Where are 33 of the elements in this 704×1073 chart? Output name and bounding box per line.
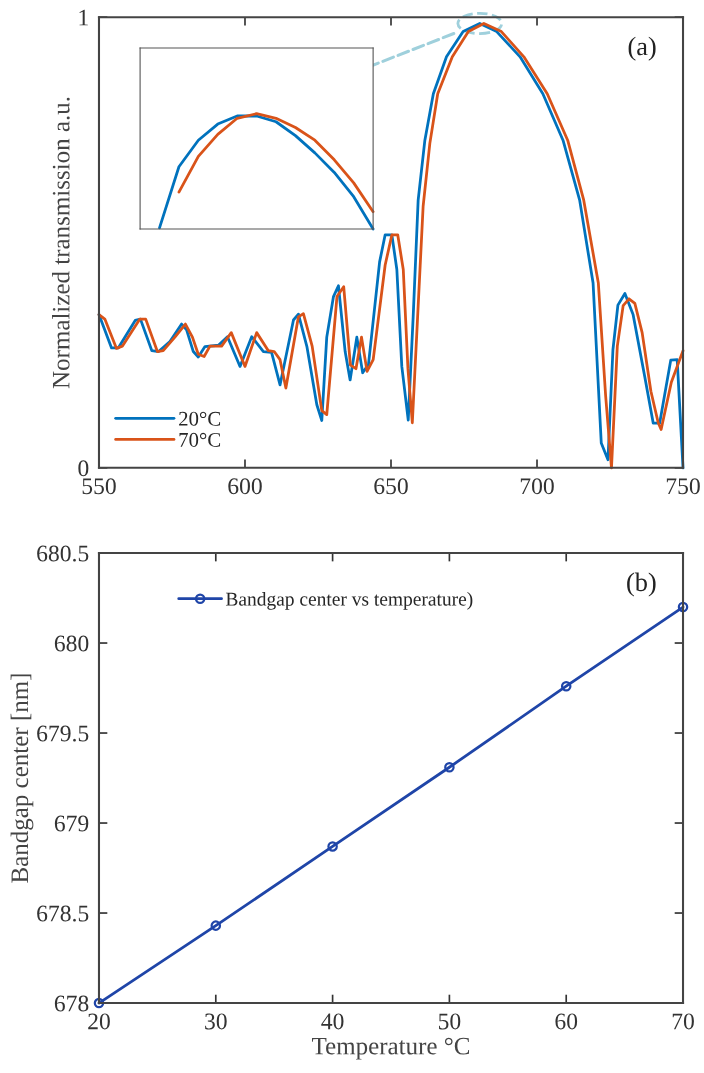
legend-label: 70°C (179, 432, 221, 447)
x-tick-label: 750 (666, 478, 700, 495)
x-tick-label: 40 (321, 1013, 344, 1030)
annotation: (b) (627, 572, 656, 597)
x-tick-label: 600 (228, 478, 262, 495)
legend-label: 20°C (179, 411, 221, 426)
y-tick-label: 1 (79, 9, 88, 26)
legend-label: Bandgap center vs temperature) (225, 592, 473, 610)
point (93, 997, 105, 1009)
point (327, 841, 338, 852)
y-tick-label: 0 (78, 460, 89, 477)
x-tick-label: 60 (555, 1013, 578, 1030)
point (560, 680, 572, 692)
x-tick-label: 70 (672, 1013, 694, 1030)
x-tick-label: 700 (520, 478, 554, 495)
x-tick-label: 30 (205, 1013, 227, 1030)
x-axis-title: Temperature °C (312, 1037, 470, 1060)
y-tick-label: 678 (54, 995, 89, 1012)
x-tick-label: 50 (438, 1013, 461, 1030)
x-tick-label: 650 (374, 478, 408, 495)
point (677, 601, 689, 613)
y-tick-label: 679.5 (37, 725, 89, 742)
x-tick-label: 550 (82, 478, 116, 495)
point (210, 920, 222, 931)
annotation: (a) (628, 36, 656, 61)
y-axis-title: Bandgap center [nm] (10, 674, 34, 883)
y-axis-title: Normalized transmission a.u. (52, 97, 70, 389)
x-tick-label: 20 (88, 1013, 110, 1030)
point (444, 761, 455, 773)
y-tick-label: 680.5 (37, 545, 89, 562)
y-tick-label: 678.5 (37, 905, 89, 922)
y-tick-label: 680 (54, 635, 89, 652)
y-tick-label: 679 (54, 815, 89, 832)
